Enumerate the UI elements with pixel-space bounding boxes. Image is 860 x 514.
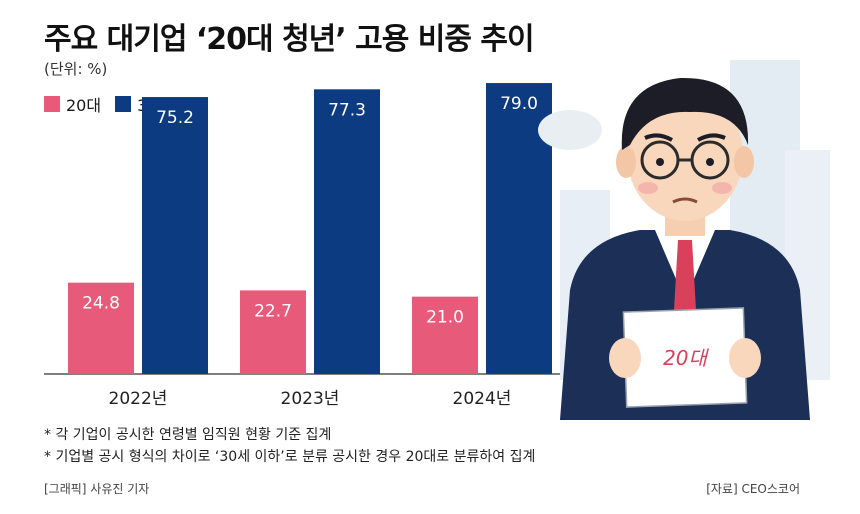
legend-swatch-20s [44,96,60,112]
legend-label-20s: 20대 [66,96,102,115]
bar-20s-2 [412,296,478,374]
worried-man-illustration: 20대 [538,60,830,420]
cheek [638,182,658,194]
data-label-20s-1: 22.7 [254,301,292,321]
chart-legend: 20대 30대이상 [44,92,202,116]
cheek [712,182,732,194]
cloud-shape [538,110,602,150]
hand [609,338,641,378]
mouth [672,197,698,204]
footnote-1: * 각 기업이 공시한 연령별 임직원 현황 기준 집계 [44,427,332,443]
eyebrow [644,133,673,142]
hand [729,338,761,378]
legend-item-30s: 30대이상 [115,92,202,116]
ear [734,146,754,178]
chart-title: 주요 대기업 ‘20대 청년’ 고용 비중 추이 [44,22,535,57]
eyebrow [697,133,726,142]
data-label-30s-1: 77.3 [328,100,366,120]
legend-label-30s: 30대이상 [137,96,202,115]
unit-label: (단위: %) [44,60,108,78]
x-tick-label-1: 2023년 [281,389,340,409]
footnotes: * 각 기업이 공시한 연령별 임직원 현황 기준 집계 * 기업별 공시 형식… [44,424,535,468]
hair [621,77,749,150]
bar-20s-0 [68,282,134,374]
x-tick-label-0: 2022년 [109,389,168,409]
bar-30s-1 [314,89,380,374]
data-label-20s-0: 24.8 [82,294,120,314]
data-label-20s-2: 21.0 [426,308,464,328]
eye [656,158,664,166]
eye [706,158,714,166]
sign-text: 20대 [663,346,709,370]
ear [616,146,636,178]
footnote-2: * 기업별 공시 형식의 차이로 ‘30세 이하’로 분류 공시한 경우 20대… [44,449,536,465]
tie [674,240,696,325]
source-credit: [자료] CEO스코어 [706,482,800,496]
legend-item-20s: 20대 [44,92,101,116]
x-tick-label-2: 2024년 [453,389,512,409]
bar-20s-1 [240,290,306,374]
bar-30s-0 [142,97,208,375]
graphic-credit: [그래픽] 사유진 기자 [44,482,150,496]
legend-swatch-30s [115,96,132,112]
